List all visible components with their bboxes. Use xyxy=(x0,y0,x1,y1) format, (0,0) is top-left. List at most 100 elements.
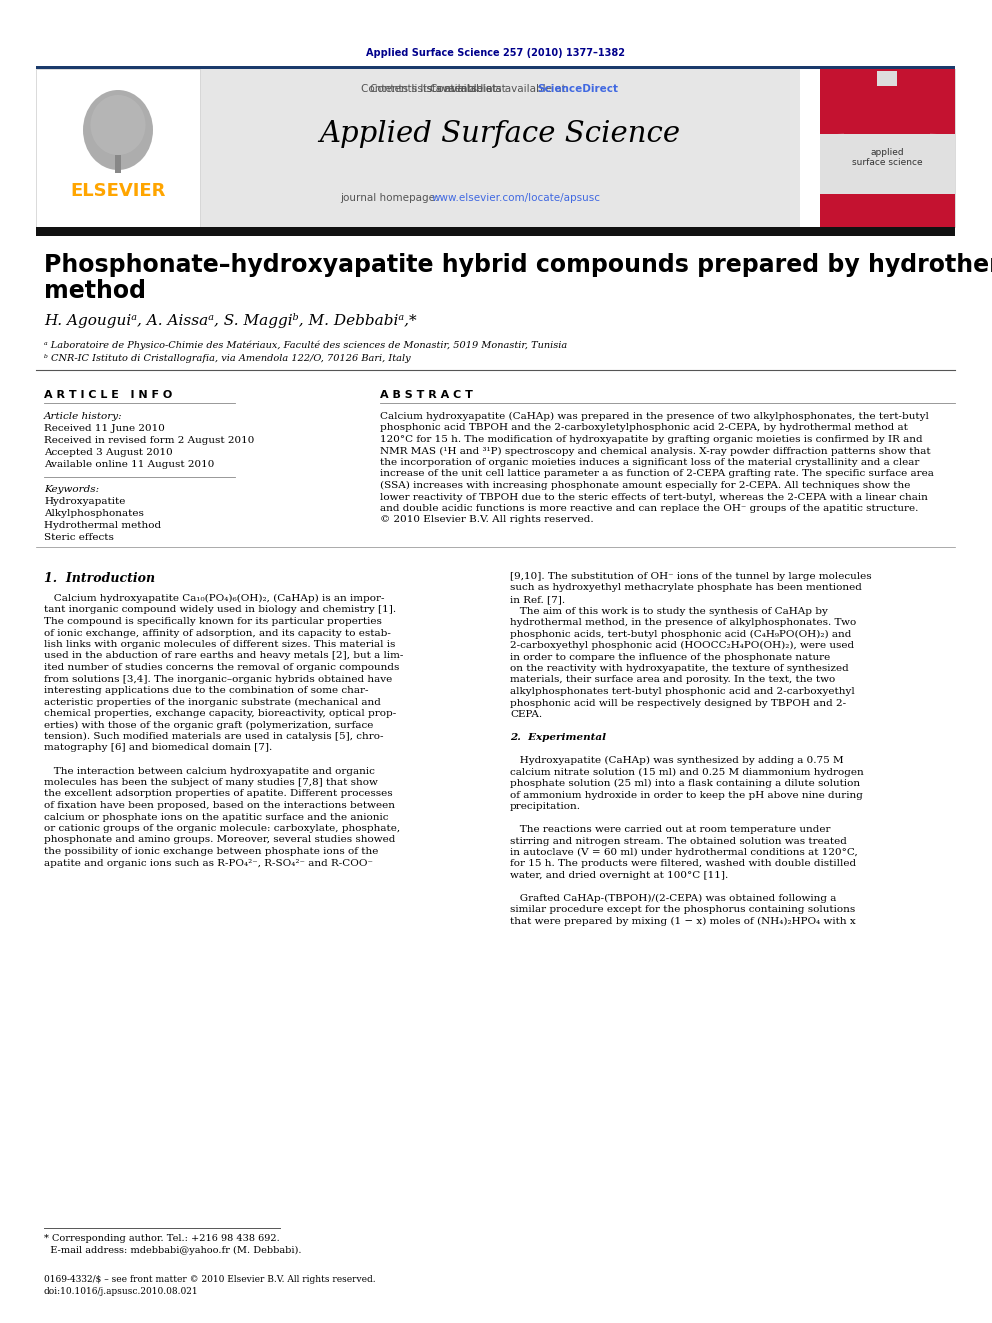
Text: the excellent adsorption properties of apatite. Different processes: the excellent adsorption properties of a… xyxy=(44,790,393,799)
Text: Received in revised form 2 August 2010: Received in revised form 2 August 2010 xyxy=(44,437,254,445)
Text: ELSEVIER: ELSEVIER xyxy=(70,183,166,200)
Text: 1.  Introduction: 1. Introduction xyxy=(44,572,155,585)
Text: doi:10.1016/j.apsusc.2010.08.021: doi:10.1016/j.apsusc.2010.08.021 xyxy=(44,1287,198,1297)
Text: from solutions [3,4]. The inorganic–organic hybrids obtained have: from solutions [3,4]. The inorganic–orga… xyxy=(44,675,392,684)
Text: phosphonic acids, tert-butyl phosphonic acid (C₄H₉PO(OH)₂) and: phosphonic acids, tert-butyl phosphonic … xyxy=(510,630,851,639)
Text: molecules has been the subject of many studies [7,8] that show: molecules has been the subject of many s… xyxy=(44,778,378,787)
Text: interesting applications due to the combination of some char-: interesting applications due to the comb… xyxy=(44,687,368,695)
Bar xyxy=(115,155,121,173)
Text: used in the abduction of rare earths and heavy metals [2], but a lim-: used in the abduction of rare earths and… xyxy=(44,651,404,660)
Text: Received 11 June 2010: Received 11 June 2010 xyxy=(44,423,165,433)
Text: Hydroxyapatite: Hydroxyapatite xyxy=(44,497,125,505)
Text: Applied Surface Science: Applied Surface Science xyxy=(319,120,681,148)
Text: 2-carboxyethyl phosphonic acid (HOOCC₂H₄PO(OH)₂), were used: 2-carboxyethyl phosphonic acid (HOOCC₂H₄… xyxy=(510,642,854,650)
Text: and double acidic functions is more reactive and can replace the OH⁻ groups of t: and double acidic functions is more reac… xyxy=(380,504,919,513)
Text: phosphonic acid TBPOH and the 2-carboxyletylphosphonic acid 2-CEPA, by hydrother: phosphonic acid TBPOH and the 2-carboxyl… xyxy=(380,423,908,433)
Text: The interaction between calcium hydroxyapatite and organic: The interaction between calcium hydroxya… xyxy=(44,766,375,775)
Text: A B S T R A C T: A B S T R A C T xyxy=(380,390,473,400)
Bar xyxy=(820,69,955,134)
Bar xyxy=(820,134,955,194)
Text: phosphonate and amino groups. Moreover, several studies showed: phosphonate and amino groups. Moreover, … xyxy=(44,836,396,844)
Text: that were prepared by mixing (1 − x) moles of (NH₄)₂HPO₄ with x: that were prepared by mixing (1 − x) mol… xyxy=(510,917,856,926)
Text: tension). Such modified materials are used in catalysis [5], chro-: tension). Such modified materials are us… xyxy=(44,732,384,741)
Text: Contents lists available at: Contents lists available at xyxy=(361,83,500,94)
Text: erties) with those of the organic graft (polymerization, surface: erties) with those of the organic graft … xyxy=(44,721,373,729)
Text: H. Agouguiᵃ, A. Aissaᵃ, S. Maggiᵇ, M. Debbabiᵃ,*: H. Agouguiᵃ, A. Aissaᵃ, S. Maggiᵇ, M. De… xyxy=(44,314,417,328)
Text: of fixation have been proposed, based on the interactions between: of fixation have been proposed, based on… xyxy=(44,800,395,810)
Text: phosphate solution (25 ml) into a flask containing a dilute solution: phosphate solution (25 ml) into a flask … xyxy=(510,779,860,789)
Text: stirring and nitrogen stream. The obtained solution was treated: stirring and nitrogen stream. The obtain… xyxy=(510,836,847,845)
Text: Contents lists available at: Contents lists available at xyxy=(370,83,509,94)
Text: in autoclave (V = 60 ml) under hydrothermal conditions at 120°C,: in autoclave (V = 60 ml) under hydrother… xyxy=(510,848,858,857)
Text: Accepted 3 August 2010: Accepted 3 August 2010 xyxy=(44,448,173,456)
Text: Grafted CaHAp-(TBPOH)/(2-CEPA) was obtained following a: Grafted CaHAp-(TBPOH)/(2-CEPA) was obtai… xyxy=(510,894,836,904)
Text: Steric effects: Steric effects xyxy=(44,533,114,542)
Bar xyxy=(36,228,955,235)
Text: www.elsevier.com/locate/apsusc: www.elsevier.com/locate/apsusc xyxy=(432,193,601,202)
Text: water, and dried overnight at 100°C [11].: water, and dried overnight at 100°C [11]… xyxy=(510,871,728,880)
Text: of ionic exchange, affinity of adsorption, and its capacity to estab-: of ionic exchange, affinity of adsorptio… xyxy=(44,628,391,638)
Text: calcium or phosphate ions on the apatitic surface and the anionic: calcium or phosphate ions on the apatiti… xyxy=(44,812,389,822)
Text: 2.  Experimental: 2. Experimental xyxy=(510,733,606,742)
Bar xyxy=(200,69,800,228)
Text: lower reactivity of TBPOH due to the steric effects of tert-butyl, whereas the 2: lower reactivity of TBPOH due to the ste… xyxy=(380,492,928,501)
Text: Calcium hydroxyapatite Ca₁₀(PO₄)₆(OH)₂, (CaHAp) is an impor-: Calcium hydroxyapatite Ca₁₀(PO₄)₆(OH)₂, … xyxy=(44,594,385,603)
Text: on the reactivity with hydroxyapatite, the texture of synthesized: on the reactivity with hydroxyapatite, t… xyxy=(510,664,849,673)
Text: such as hydroxyethyl methacrylate phosphate has been mentioned: such as hydroxyethyl methacrylate phosph… xyxy=(510,583,862,593)
Text: * Corresponding author. Tel.: +216 98 438 692.: * Corresponding author. Tel.: +216 98 43… xyxy=(44,1234,280,1244)
Text: in order to compare the influence of the phosphonate nature: in order to compare the influence of the… xyxy=(510,652,830,662)
Text: or cationic groups of the organic molecule: carboxylate, phosphate,: or cationic groups of the organic molecu… xyxy=(44,824,400,833)
Text: matography [6] and biomedical domain [7].: matography [6] and biomedical domain [7]… xyxy=(44,744,272,753)
Ellipse shape xyxy=(83,90,153,169)
Text: Keywords:: Keywords: xyxy=(44,486,99,493)
Text: acteristic properties of the inorganic substrate (mechanical and: acteristic properties of the inorganic s… xyxy=(44,697,381,706)
Text: increase of the unit cell lattice parameter a as function of 2-CEPA grafting rat: increase of the unit cell lattice parame… xyxy=(380,470,933,479)
Text: ScienceDirect: ScienceDirect xyxy=(537,83,618,94)
Text: tant inorganic compound widely used in biology and chemistry [1].: tant inorganic compound widely used in b… xyxy=(44,606,396,614)
Text: The compound is specifically known for its particular properties: The compound is specifically known for i… xyxy=(44,617,382,626)
Bar xyxy=(877,71,897,86)
Bar xyxy=(820,69,955,228)
Text: The reactions were carried out at room temperature under: The reactions were carried out at room t… xyxy=(510,826,830,833)
Text: journal homepage:: journal homepage: xyxy=(340,193,441,202)
Text: Phosphonate–hydroxyapatite hybrid compounds prepared by hydrothermal: Phosphonate–hydroxyapatite hybrid compou… xyxy=(44,253,992,277)
Text: © 2010 Elsevier B.V. All rights reserved.: © 2010 Elsevier B.V. All rights reserved… xyxy=(380,516,593,524)
Text: the incorporation of organic moieties induces a significant loss of the material: the incorporation of organic moieties in… xyxy=(380,458,920,467)
Text: phosphonic acid will be respectively designed by TBPOH and 2-: phosphonic acid will be respectively des… xyxy=(510,699,846,708)
Text: chemical properties, exchange capacity, bioreactivity, optical prop-: chemical properties, exchange capacity, … xyxy=(44,709,396,718)
Text: applied: applied xyxy=(870,148,904,157)
Text: The aim of this work is to study the synthesis of CaHAp by: The aim of this work is to study the syn… xyxy=(510,606,828,615)
Text: 0169-4332/$ – see front matter © 2010 Elsevier B.V. All rights reserved.: 0169-4332/$ – see front matter © 2010 El… xyxy=(44,1275,376,1285)
Text: Available online 11 August 2010: Available online 11 August 2010 xyxy=(44,460,214,468)
Text: Contents lists available at: Contents lists available at xyxy=(431,83,569,94)
Text: lish links with organic molecules of different sizes. This material is: lish links with organic molecules of dif… xyxy=(44,640,396,650)
Text: the possibility of ionic exchange between phosphate ions of the: the possibility of ionic exchange betwee… xyxy=(44,847,378,856)
Text: precipitation.: precipitation. xyxy=(510,802,581,811)
Text: Calcium hydroxyapatite (CaHAp) was prepared in the presence of two alkylphosphon: Calcium hydroxyapatite (CaHAp) was prepa… xyxy=(380,411,929,421)
Text: [9,10]. The substitution of OH⁻ ions of the tunnel by large molecules: [9,10]. The substitution of OH⁻ ions of … xyxy=(510,572,872,581)
Text: materials, their surface area and porosity. In the text, the two: materials, their surface area and porosi… xyxy=(510,676,835,684)
Text: Alkylphosphonates: Alkylphosphonates xyxy=(44,509,144,519)
Text: Hydroxyapatite (CaHAp) was synthesized by adding a 0.75 M: Hydroxyapatite (CaHAp) was synthesized b… xyxy=(510,755,843,765)
Text: E-mail address: mdebbabi@yahoo.fr (M. Debbabi).: E-mail address: mdebbabi@yahoo.fr (M. De… xyxy=(44,1246,302,1256)
Text: (SSA) increases with increasing phosphonate amount especially for 2-CEPA. All te: (SSA) increases with increasing phosphon… xyxy=(380,482,911,490)
Bar xyxy=(36,69,200,228)
Text: hydrothermal method, in the presence of alkylphosphonates. Two: hydrothermal method, in the presence of … xyxy=(510,618,856,627)
Text: alkylphosphonates tert-butyl phosphonic acid and 2-carboxyethyl: alkylphosphonates tert-butyl phosphonic … xyxy=(510,687,855,696)
Text: CEPA.: CEPA. xyxy=(510,710,542,718)
Text: NMR MAS (¹H and ³¹P) spectroscopy and chemical analysis. X-ray powder diffractio: NMR MAS (¹H and ³¹P) spectroscopy and ch… xyxy=(380,446,930,455)
Text: similar procedure except for the phosphorus containing solutions: similar procedure except for the phospho… xyxy=(510,905,855,914)
Text: 120°C for 15 h. The modification of hydroxyapatite by grafting organic moieties : 120°C for 15 h. The modification of hydr… xyxy=(380,435,923,445)
Text: apatite and organic ions such as R-PO₄²⁻, R-SO₄²⁻ and R-COO⁻: apatite and organic ions such as R-PO₄²⁻… xyxy=(44,859,373,868)
Text: ᵇ CNR-IC Istituto di Cristallografia, via Amendola 122/O, 70126 Bari, Italy: ᵇ CNR-IC Istituto di Cristallografia, vi… xyxy=(44,355,411,363)
Text: Article history:: Article history: xyxy=(44,411,123,421)
Text: calcium nitrate solution (15 ml) and 0.25 M diammonium hydrogen: calcium nitrate solution (15 ml) and 0.2… xyxy=(510,767,864,777)
Text: A R T I C L E   I N F O: A R T I C L E I N F O xyxy=(44,390,173,400)
Text: surface science: surface science xyxy=(852,157,923,167)
Text: method: method xyxy=(44,279,146,303)
Ellipse shape xyxy=(90,95,146,155)
Text: of ammonium hydroxide in order to keep the pH above nine during: of ammonium hydroxide in order to keep t… xyxy=(510,791,863,799)
Text: ited number of studies concerns the removal of organic compounds: ited number of studies concerns the remo… xyxy=(44,663,400,672)
Bar xyxy=(36,66,955,69)
Text: for 15 h. The products were filtered, washed with double distilled: for 15 h. The products were filtered, wa… xyxy=(510,860,856,868)
